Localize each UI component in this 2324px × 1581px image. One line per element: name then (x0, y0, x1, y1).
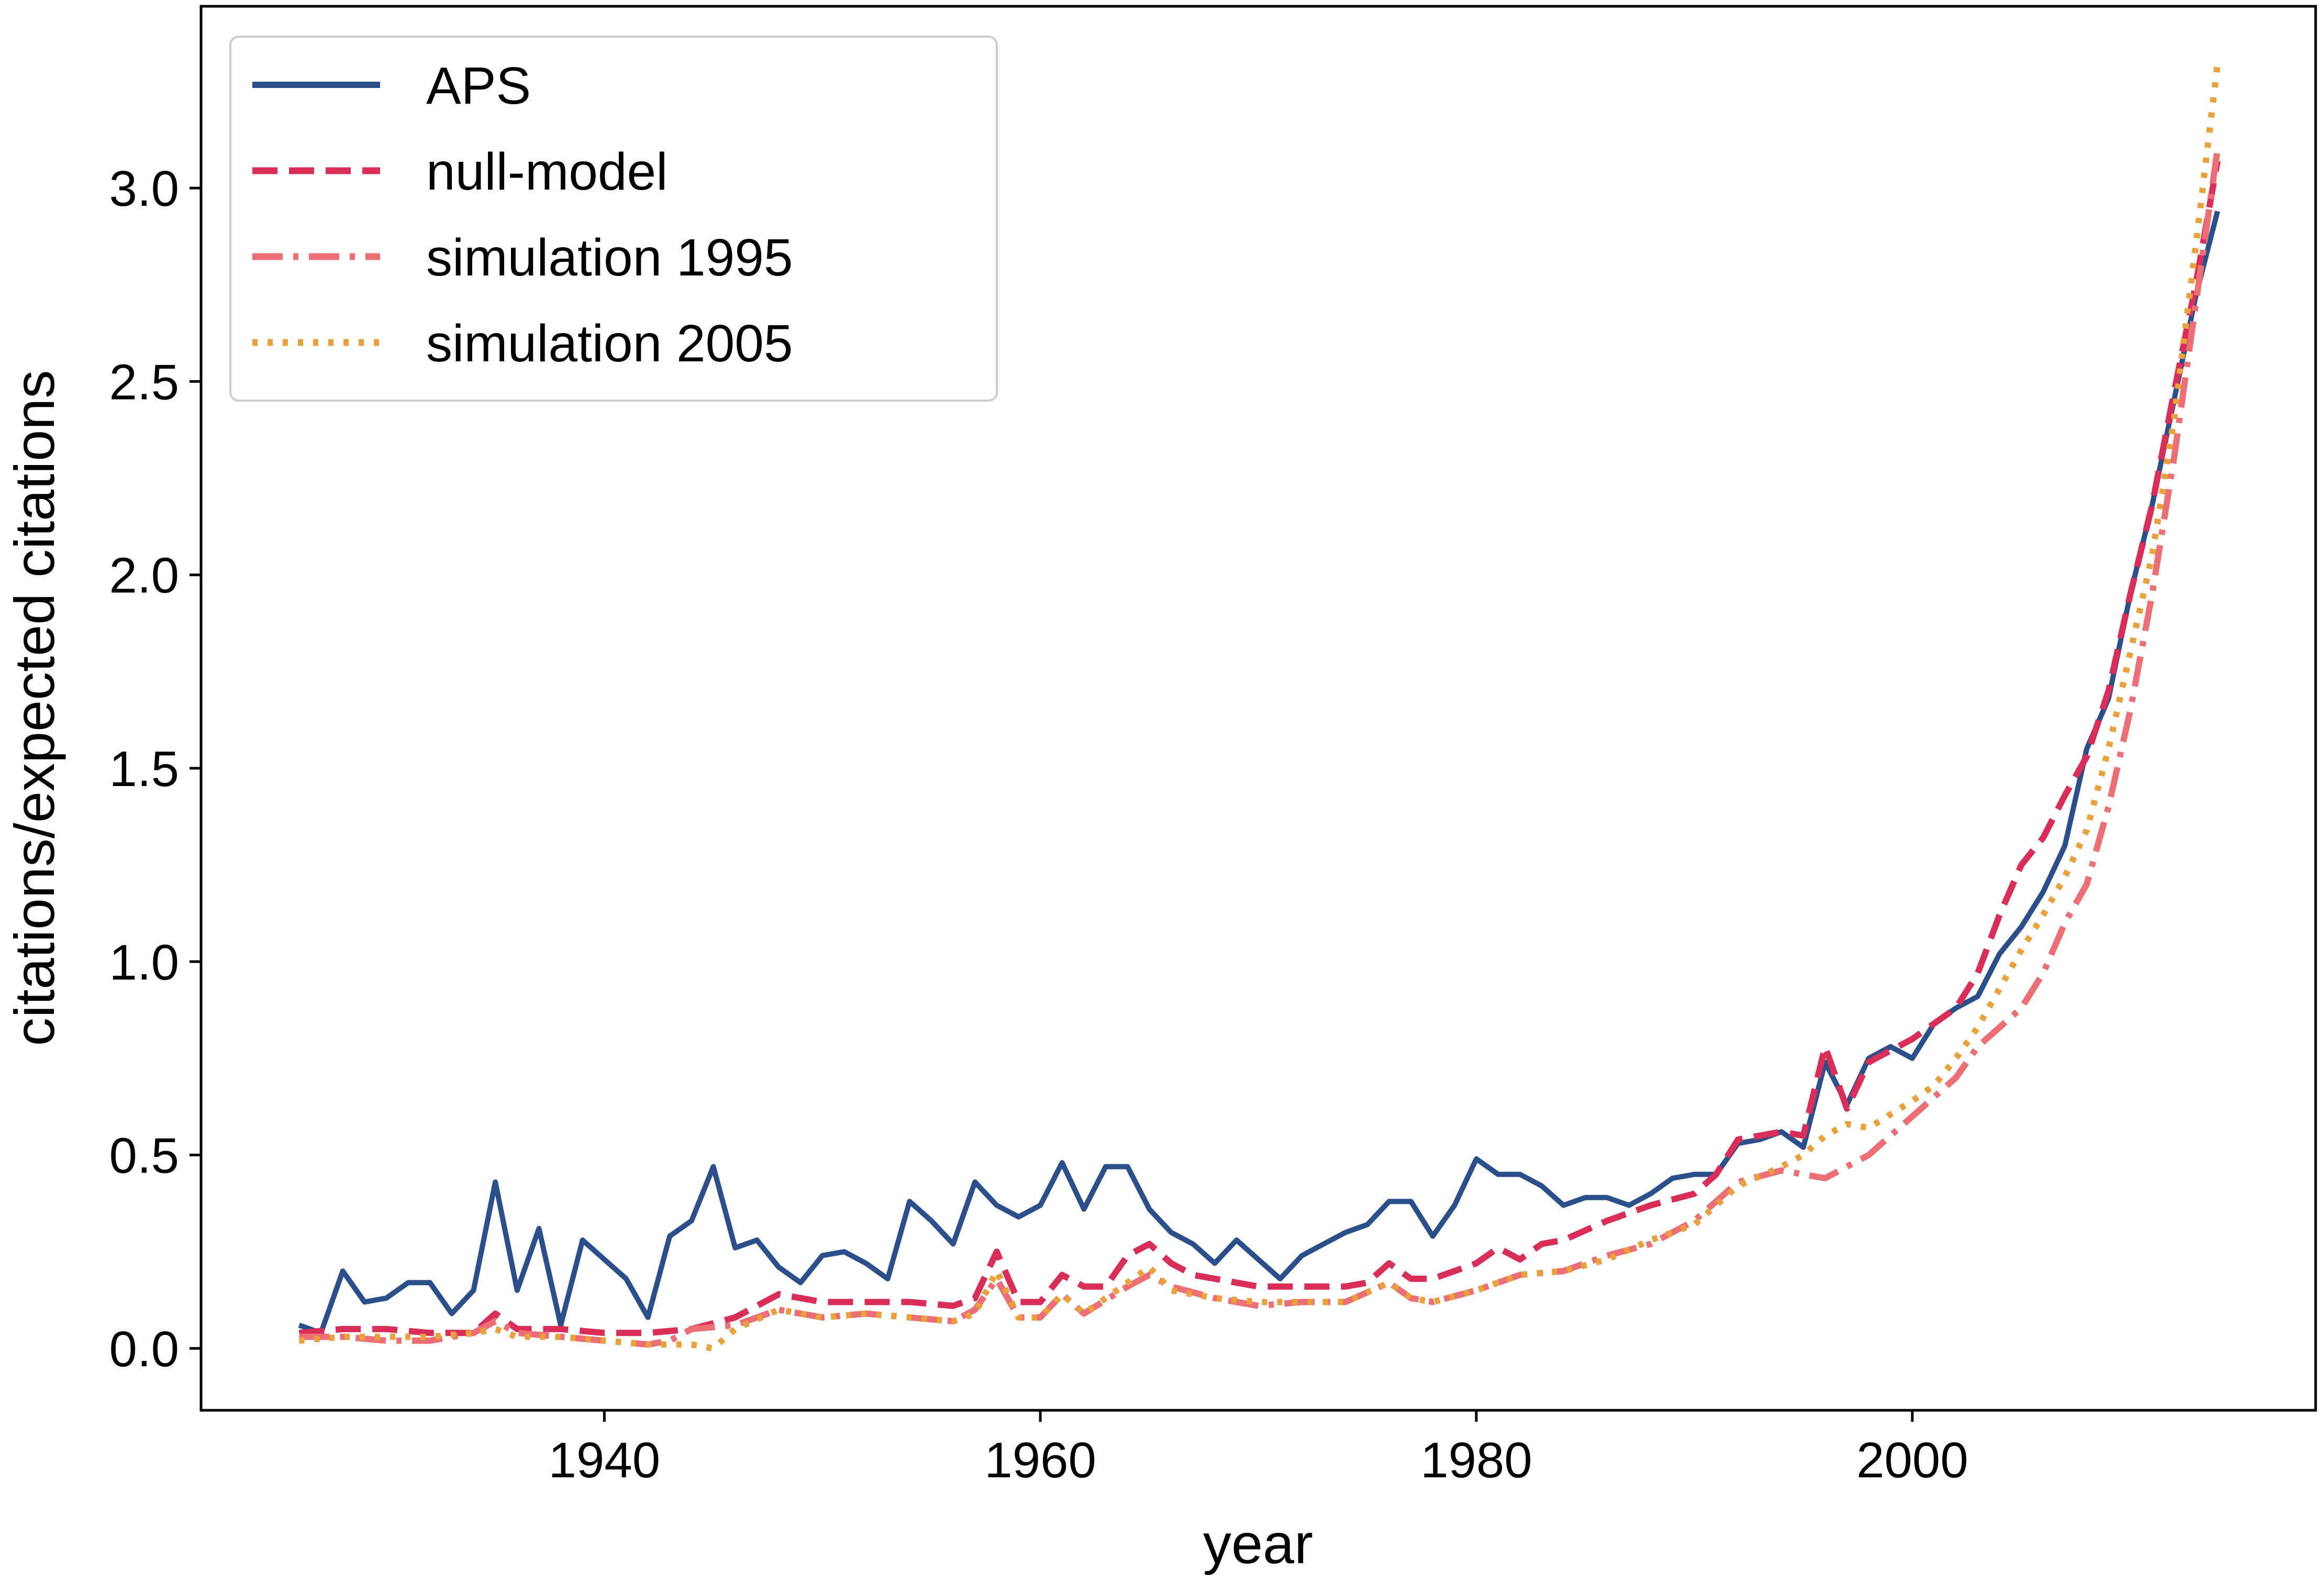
series-line-simulation-2005 (298, 64, 2221, 1352)
y-axis-label: citations/expected citations (3, 370, 66, 1046)
x-tick-label: 1980 (1420, 1432, 1532, 1488)
legend-label-simulation-2005: simulation 2005 (426, 314, 793, 373)
y-tick-label: 1.5 (109, 741, 179, 797)
x-axis: 1940 1960 1980 2000 (549, 1410, 1969, 1488)
legend: APS null-model simulation 1995 simulation 2… (229, 36, 998, 402)
y-tick-label: 3.0 (109, 161, 179, 217)
legend-label-simulation-1995: simulation 1995 (426, 228, 793, 287)
series-line-simulation-1995 (299, 149, 2221, 1348)
x-tick-label: 2000 (1856, 1432, 1969, 1488)
y-tick-label: 0.5 (109, 1128, 179, 1184)
legend-label-null-model: null-model (426, 142, 668, 201)
series-line-aps (298, 211, 2220, 1336)
x-tick-label: 1960 (984, 1432, 1096, 1488)
legend-label-aps: APS (426, 57, 531, 115)
y-tick-label: 1.0 (109, 934, 179, 990)
plot-frame (199, 5, 2317, 1412)
y-axis: 0.0 0.5 1.0 1.5 2.0 2.5 3.0 (109, 161, 201, 1377)
y-tick-label: 0.0 (109, 1321, 179, 1377)
y-tick-label: 2.0 (109, 548, 179, 604)
series-line-null-model (298, 160, 2221, 1336)
x-axis-label: year (1203, 1512, 1313, 1575)
legend-box (229, 36, 998, 402)
series-layer (298, 64, 2221, 1352)
y-tick-label: 2.5 (109, 354, 179, 410)
x-tick-label: 1940 (549, 1432, 661, 1488)
